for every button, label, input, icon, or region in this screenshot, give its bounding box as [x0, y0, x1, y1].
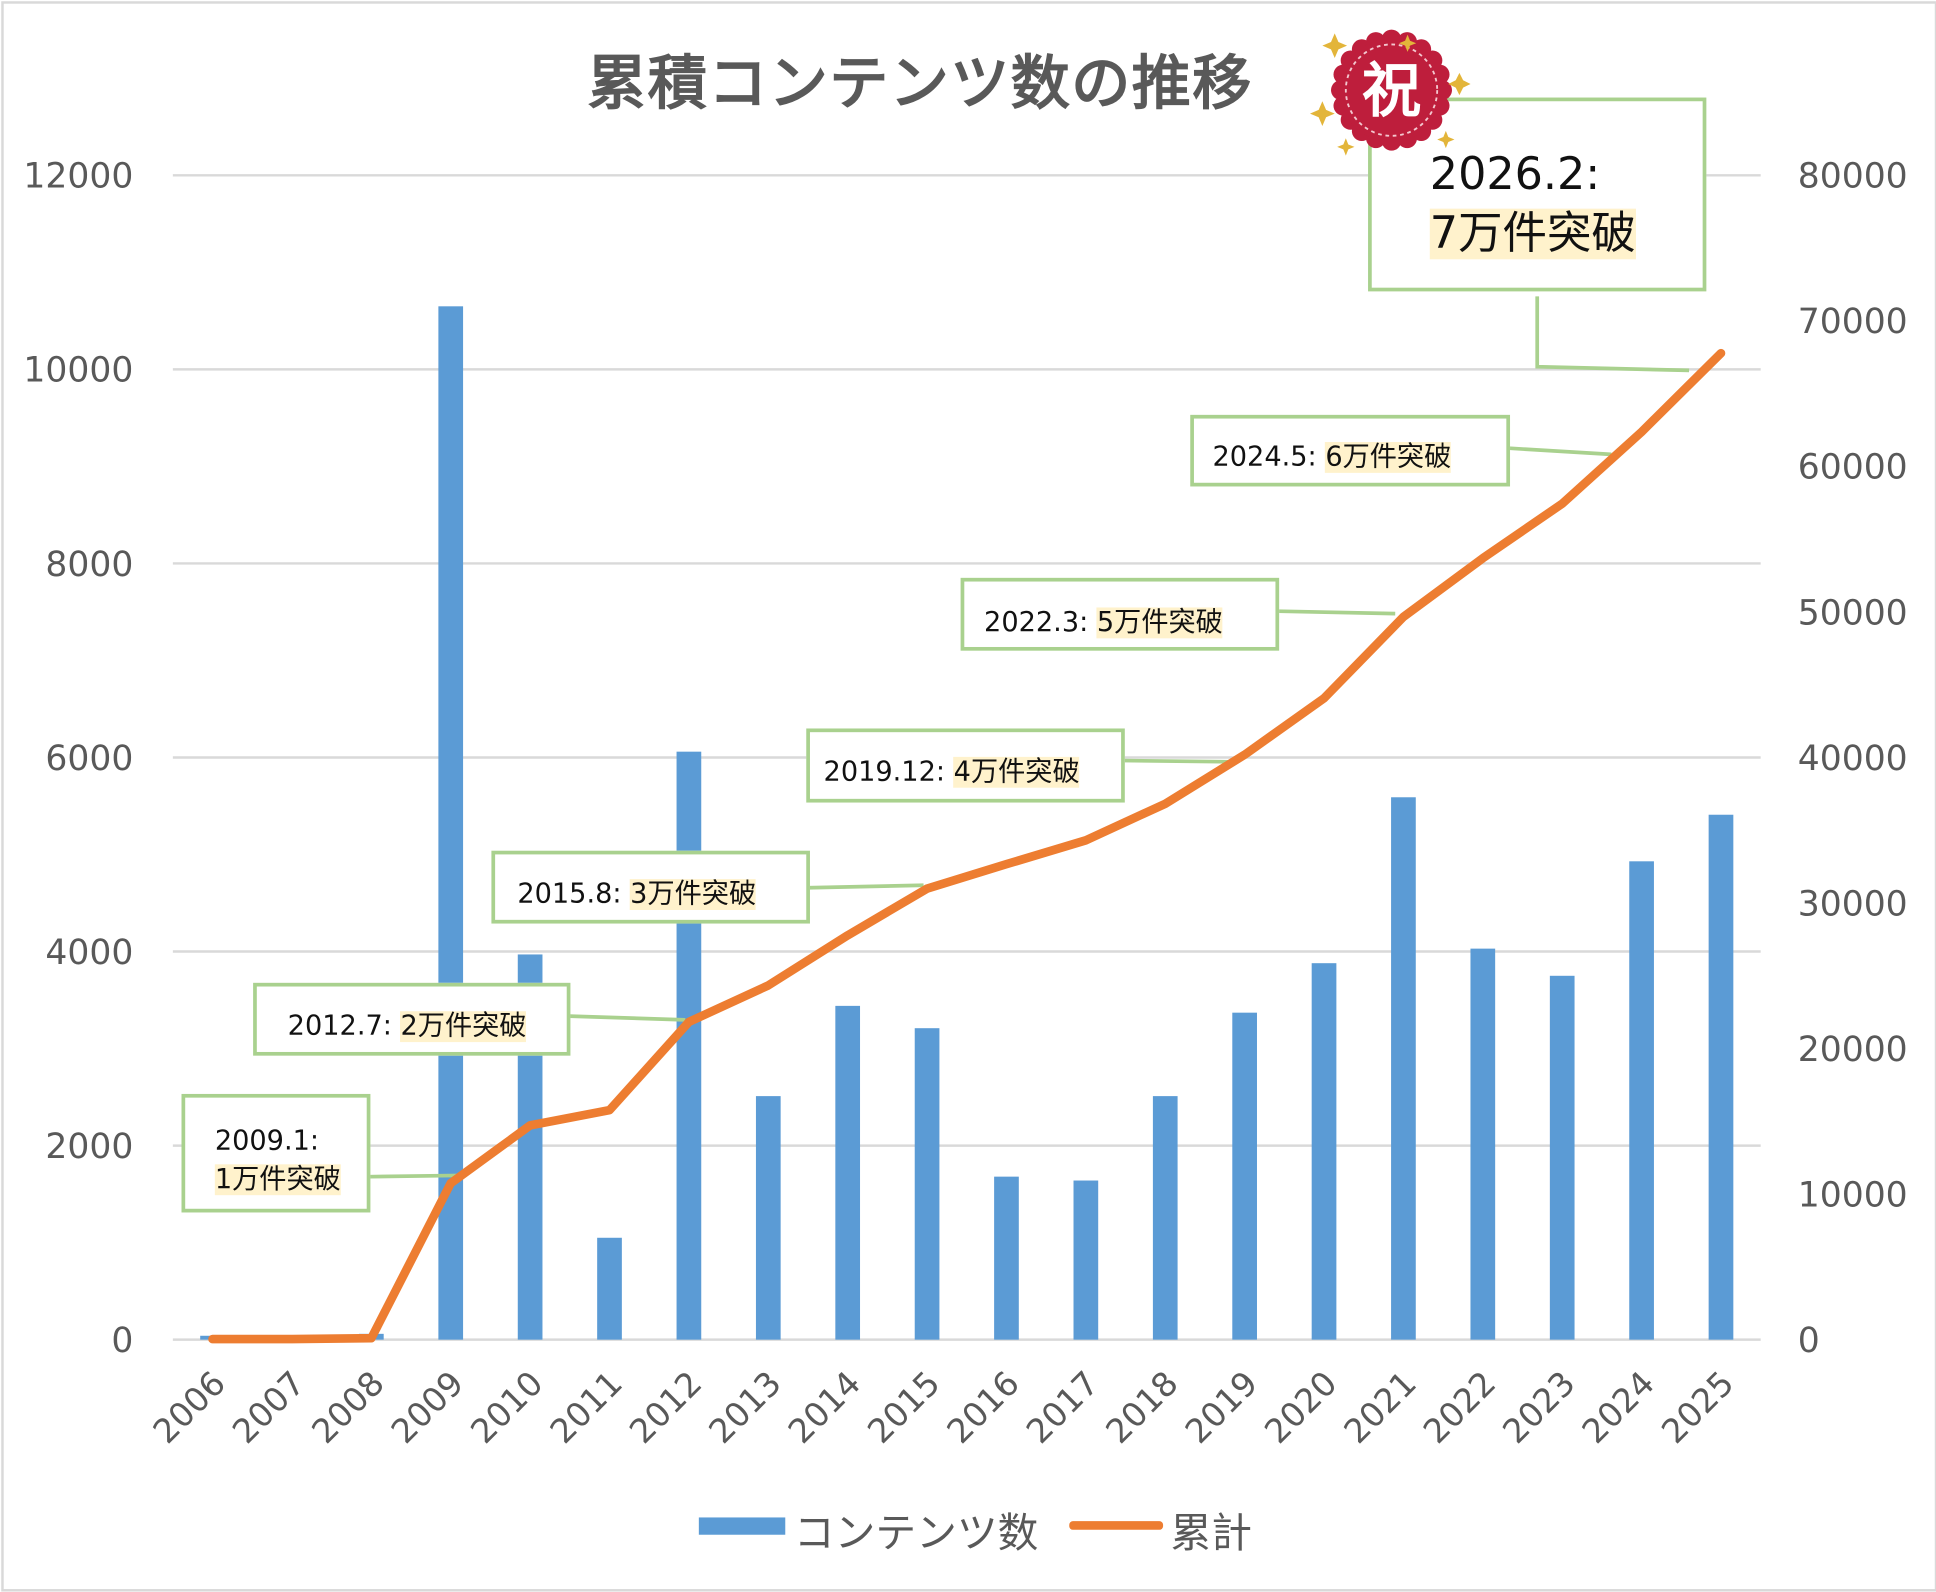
annotation-3: 2015.8: 3万件突破 — [491, 851, 810, 924]
x-axis-tick-label: 2017 — [1019, 1363, 1107, 1451]
annotation-text: 1万件突破 — [215, 1164, 341, 1195]
bar-2016 — [994, 1177, 1019, 1340]
annotation-leader-line — [1537, 296, 1689, 370]
bar-2011 — [597, 1238, 622, 1340]
right-axis-tick-label: 20000 — [1798, 1030, 1908, 1070]
right-axis-tick-label: 60000 — [1798, 448, 1908, 488]
annotation-date: 2022.3: — [984, 607, 1088, 638]
legend-swatch-line — [1069, 1521, 1163, 1530]
bar-2014 — [835, 1006, 860, 1340]
annotation-6: 2024.5: 6万件突破 — [1190, 415, 1510, 487]
x-axis-tick-label: 2018 — [1098, 1363, 1186, 1451]
annotation-text: 7万件突破 — [1430, 209, 1636, 260]
right-axis-tick-label: 30000 — [1798, 884, 1908, 924]
annotation-text: 6万件突破 — [1325, 442, 1451, 473]
x-axis-tick-label: 2025 — [1654, 1363, 1742, 1451]
x-axis-tick-label: 2010 — [463, 1363, 551, 1451]
annotation-5: 2022.3: 5万件突破 — [961, 578, 1280, 651]
annotation-leader-line — [1278, 611, 1395, 613]
x-axis-tick-label: 2021 — [1336, 1363, 1424, 1451]
bar-2023 — [1550, 976, 1575, 1340]
x-axis-tick-label: 2020 — [1257, 1363, 1345, 1451]
bar-2025 — [1709, 815, 1734, 1340]
x-axis-tick-label: 2023 — [1495, 1363, 1583, 1451]
bar-2018 — [1153, 1096, 1178, 1340]
right-axis-tick-label: 10000 — [1798, 1175, 1908, 1215]
x-axis-tick-label: 2009 — [384, 1363, 472, 1451]
x-axis-tick-label: 2007 — [225, 1363, 313, 1451]
bar-2012 — [677, 752, 702, 1340]
x-axis-tick-label: 2016 — [939, 1363, 1027, 1451]
legend-swatch-bar — [699, 1517, 785, 1534]
right-axis-tick-label: 40000 — [1798, 739, 1908, 779]
annotation-1: 2009.1: 1万件突破 — [182, 1094, 371, 1213]
annotation-7: 2026.2: 7万件突破 — [1368, 98, 1706, 292]
bar-2020 — [1312, 963, 1337, 1339]
bar-2019 — [1232, 1013, 1257, 1340]
bar-2013 — [756, 1096, 781, 1340]
left-axis-tick-label: 4000 — [45, 933, 133, 973]
annotation-leader-line — [809, 885, 924, 887]
x-axis-tick-label: 2022 — [1416, 1363, 1504, 1451]
x-axis-tick-label: 2019 — [1178, 1363, 1266, 1451]
annotation-text: 5万件突破 — [1097, 607, 1223, 638]
annotation-date: 2009.1: — [215, 1126, 319, 1157]
annotation-leader-line — [369, 1175, 459, 1176]
right-axis-tick-label: 50000 — [1798, 593, 1908, 633]
right-axis-tick-label: 70000 — [1798, 302, 1908, 342]
left-axis-tick-label: 2000 — [45, 1127, 133, 1167]
x-axis-tick-label: 2015 — [860, 1363, 948, 1451]
x-axis-tick-label: 2006 — [145, 1363, 233, 1451]
bar-2021 — [1391, 797, 1416, 1339]
annotation-date: 2012.7: — [288, 1011, 392, 1042]
annotation-text: 4万件突破 — [954, 757, 1080, 788]
left-axis-tick-label: 10000 — [23, 351, 133, 391]
left-axis-tick-label: 0 — [111, 1321, 133, 1361]
annotation-leader-line — [569, 1016, 685, 1020]
annotation-date: 2019.12: — [824, 757, 945, 788]
annotation-leader-line — [1124, 761, 1233, 762]
x-axis-tick-label: 2014 — [781, 1363, 869, 1451]
bar-2015 — [915, 1028, 940, 1339]
annotation-date: 2026.2: — [1430, 149, 1601, 200]
bar-2022 — [1470, 949, 1495, 1340]
bar-2017 — [1074, 1181, 1099, 1340]
x-axis-tick-label: 2024 — [1575, 1363, 1663, 1451]
left-axis-tick-label: 6000 — [45, 739, 133, 779]
annotation-2: 2012.7: 2万件突破 — [253, 983, 570, 1056]
legend-label-bar: コンテンツ数 — [794, 1500, 1038, 1559]
annotation-text: 2万件突破 — [401, 1011, 527, 1042]
x-axis-tick-label: 2013 — [701, 1363, 789, 1451]
right-axis-tick-label: 0 — [1798, 1321, 1820, 1361]
x-axis-tick-label: 2012 — [622, 1363, 710, 1451]
x-axis-tick-label: 2008 — [304, 1363, 392, 1451]
annotation-4: 2019.12: 4万件突破 — [806, 728, 1125, 802]
annotation-date: 2015.8: — [517, 879, 621, 910]
legend-label-line: 累計 — [1170, 1500, 1251, 1559]
left-axis-tick-label: 8000 — [45, 545, 133, 585]
annotation-leader-line — [1509, 448, 1611, 454]
bar-2024 — [1629, 861, 1654, 1339]
left-axis-tick-label: 12000 — [23, 157, 133, 197]
annotation-text: 3万件突破 — [630, 879, 756, 910]
right-axis-tick-label: 80000 — [1798, 157, 1908, 197]
x-axis-tick-label: 2011 — [542, 1363, 630, 1451]
annotation-date: 2024.5: — [1212, 442, 1316, 473]
